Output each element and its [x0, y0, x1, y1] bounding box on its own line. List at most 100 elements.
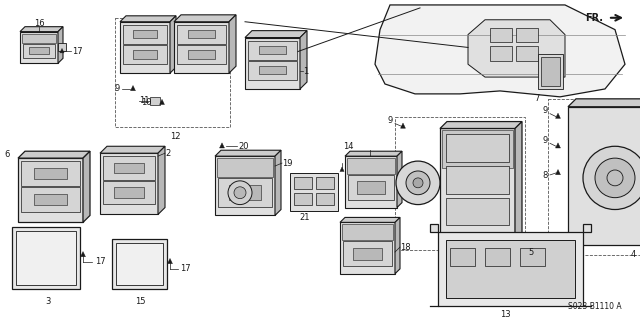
Bar [150, 97, 160, 105]
Bar [446, 166, 509, 194]
Polygon shape [300, 31, 307, 89]
Polygon shape [18, 158, 83, 222]
Text: 16: 16 [34, 19, 44, 28]
Polygon shape [100, 153, 158, 214]
Bar [21, 187, 80, 211]
Bar [115, 18, 230, 127]
Polygon shape [174, 22, 229, 73]
Polygon shape [174, 15, 236, 22]
Polygon shape [170, 16, 176, 73]
Polygon shape [395, 218, 400, 274]
Polygon shape [229, 15, 236, 73]
Text: 13: 13 [500, 310, 510, 319]
Polygon shape [568, 107, 640, 245]
Polygon shape [60, 48, 64, 53]
Text: 1: 1 [303, 67, 308, 76]
Bar [21, 161, 80, 186]
Bar [259, 46, 286, 54]
Polygon shape [440, 122, 522, 129]
Text: 17: 17 [72, 47, 83, 56]
Bar [316, 177, 334, 189]
Bar [12, 227, 80, 289]
Polygon shape [58, 27, 63, 63]
Polygon shape [468, 20, 565, 77]
Polygon shape [340, 167, 344, 172]
Text: 18: 18 [400, 242, 411, 252]
Bar [115, 163, 143, 173]
Bar [516, 28, 538, 42]
Polygon shape [245, 31, 307, 38]
Text: 20: 20 [238, 142, 248, 151]
Bar [34, 194, 67, 205]
Polygon shape [340, 222, 395, 274]
Text: 17: 17 [95, 257, 106, 266]
Polygon shape [568, 99, 640, 107]
Text: 9: 9 [543, 106, 548, 115]
Polygon shape [397, 151, 402, 208]
Bar [132, 50, 157, 59]
Bar [485, 248, 510, 266]
Polygon shape [401, 123, 406, 128]
Polygon shape [556, 143, 561, 148]
Polygon shape [120, 16, 176, 22]
Bar [294, 193, 312, 204]
Polygon shape [100, 146, 165, 153]
Polygon shape [245, 38, 300, 89]
Bar [446, 240, 575, 299]
Bar [248, 41, 297, 60]
Bar [538, 54, 563, 89]
Polygon shape [556, 169, 561, 175]
Bar [177, 25, 226, 44]
Bar [103, 181, 155, 204]
Polygon shape [556, 113, 561, 118]
Bar [123, 25, 167, 44]
Text: 5: 5 [528, 248, 533, 256]
Text: 12: 12 [170, 132, 180, 141]
Polygon shape [430, 224, 438, 232]
Bar [490, 47, 512, 61]
Polygon shape [515, 122, 522, 242]
Bar [23, 44, 55, 58]
Polygon shape [215, 150, 281, 156]
Bar [217, 158, 273, 177]
Bar [34, 168, 67, 179]
Polygon shape [158, 146, 165, 214]
Bar [357, 182, 385, 194]
Bar [490, 28, 512, 42]
Polygon shape [159, 99, 164, 105]
Polygon shape [345, 151, 402, 156]
Bar [516, 47, 538, 61]
Bar [395, 117, 525, 250]
Polygon shape [215, 156, 275, 215]
Circle shape [234, 187, 246, 199]
Text: 15: 15 [135, 297, 145, 306]
Bar [548, 99, 640, 255]
Polygon shape [340, 218, 400, 222]
Bar [123, 45, 167, 64]
Bar [188, 30, 215, 39]
Text: 2: 2 [165, 149, 170, 158]
Text: 4: 4 [631, 250, 636, 259]
Bar [188, 50, 215, 59]
Polygon shape [375, 5, 625, 97]
Polygon shape [220, 143, 225, 148]
Bar [259, 66, 286, 74]
Polygon shape [20, 27, 63, 32]
Text: 6: 6 [4, 150, 10, 159]
Bar [229, 185, 261, 200]
Text: 8: 8 [543, 171, 548, 181]
Bar [343, 241, 392, 266]
Text: 10: 10 [141, 98, 152, 107]
Bar [450, 248, 475, 266]
Bar [116, 243, 163, 285]
Bar [248, 61, 297, 80]
Text: 9: 9 [543, 136, 548, 145]
Circle shape [228, 181, 252, 204]
Bar [177, 45, 226, 64]
Bar [347, 158, 395, 174]
Text: 14: 14 [343, 142, 353, 151]
Bar [29, 47, 49, 54]
Text: 17: 17 [180, 264, 191, 273]
Text: 11: 11 [139, 96, 150, 105]
Polygon shape [131, 85, 136, 91]
